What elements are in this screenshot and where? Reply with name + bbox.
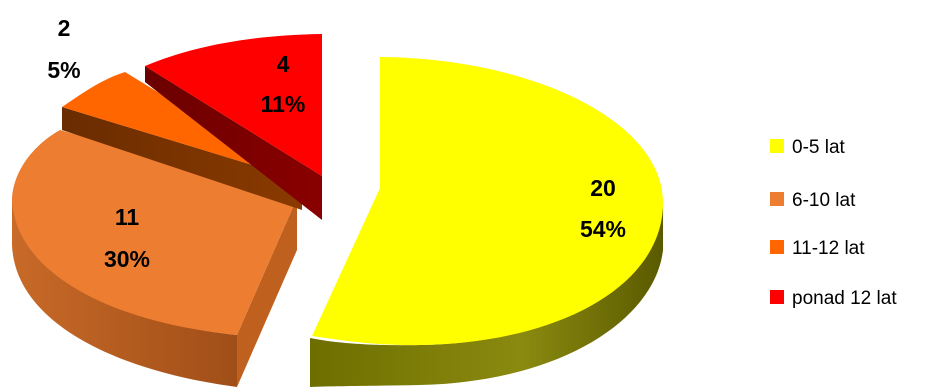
label-value-ponad-12-lat: 4 — [277, 51, 290, 77]
slice-ponad-12-lat-top — [145, 34, 322, 176]
legend-item-0-5-lat: 0-5 lat — [770, 137, 846, 158]
slice-0-5-lat — [310, 57, 663, 387]
label-value-0-5-lat: 20 — [590, 175, 616, 201]
legend-label-6-10-lat: 6-10 lat — [792, 190, 856, 211]
label-value-6-10-lat: 11 — [115, 204, 140, 230]
legend-label-ponad-12-lat: ponad 12 lat — [792, 288, 897, 309]
label-percent-6-10-lat: 30% — [104, 246, 150, 272]
slice-ponad-12-lat — [145, 34, 322, 220]
legend-item-ponad-12-lat: ponad 12 lat — [770, 288, 897, 309]
legend-label-0-5-lat: 0-5 lat — [792, 137, 846, 158]
slice-labels: 20 54% 11 30% 2 5% 4 11% — [47, 15, 626, 272]
slice-11-12-lat-side — [62, 107, 302, 210]
label-percent-0-5-lat: 54% — [580, 216, 626, 242]
slice-6-10-lat-side — [12, 196, 237, 387]
legend: 0-5 lat 6-10 lat 11-12 lat ponad 12 lat — [770, 137, 897, 309]
legend-label-11-12-lat: 11-12 lat — [792, 238, 865, 259]
legend-swatch-11-12-lat — [770, 240, 784, 254]
legend-swatch-6-10-lat — [770, 192, 784, 206]
legend-item-11-12-lat: 11-12 lat — [770, 238, 865, 259]
label-percent-ponad-12-lat: 11% — [261, 91, 306, 117]
slice-0-5-lat-top — [312, 57, 663, 346]
legend-swatch-0-5-lat — [770, 139, 784, 153]
slice-ponad-12-lat-side — [145, 66, 322, 220]
slice-6-10-lat-cut — [237, 198, 297, 387]
slice-0-5-lat-side — [310, 207, 663, 387]
legend-swatch-ponad-12-lat — [770, 290, 784, 304]
label-percent-11-12-lat: 5% — [47, 57, 80, 83]
legend-item-6-10-lat: 6-10 lat — [770, 190, 856, 211]
label-value-11-12-lat: 2 — [58, 15, 71, 41]
